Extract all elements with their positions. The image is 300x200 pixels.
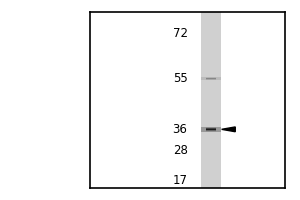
Bar (201, 77, 220, 80)
Bar (201, 127, 220, 132)
Text: 36: 36 (172, 123, 188, 136)
Text: 55: 55 (173, 72, 188, 85)
Text: 17: 17 (172, 173, 188, 186)
Text: 28: 28 (172, 144, 188, 157)
Polygon shape (222, 127, 235, 132)
Text: 72: 72 (172, 27, 188, 40)
Bar (201, 12, 220, 188)
